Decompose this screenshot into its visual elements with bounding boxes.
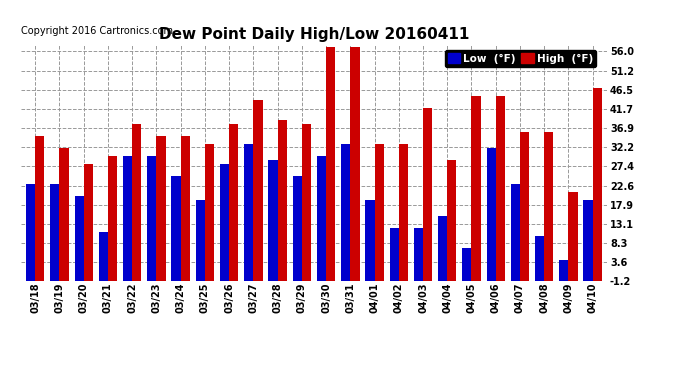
Bar [83, 164, 93, 281]
Bar [511, 184, 520, 281]
Bar [181, 136, 190, 281]
Bar [302, 124, 311, 281]
Bar [593, 88, 602, 281]
Bar [351, 47, 359, 281]
Bar [495, 96, 505, 281]
Bar [59, 148, 69, 281]
Bar [399, 144, 408, 281]
Text: Copyright 2016 Cartronics.com: Copyright 2016 Cartronics.com [21, 26, 172, 36]
Bar [471, 96, 481, 281]
Bar [171, 176, 181, 281]
Bar [375, 144, 384, 281]
Bar [462, 248, 471, 281]
Bar [414, 228, 423, 281]
Bar [147, 156, 157, 281]
Bar [390, 228, 399, 281]
Bar [220, 164, 229, 281]
Bar [423, 108, 432, 281]
Bar [520, 132, 529, 281]
Bar [365, 200, 375, 281]
Bar [229, 124, 238, 281]
Bar [486, 148, 495, 281]
Bar [584, 200, 593, 281]
Bar [123, 156, 132, 281]
Bar [293, 176, 302, 281]
Bar [244, 144, 253, 281]
Bar [341, 144, 351, 281]
Bar [544, 132, 553, 281]
Bar [559, 260, 569, 281]
Bar [75, 196, 83, 281]
Bar [447, 160, 457, 281]
Bar [132, 124, 141, 281]
Bar [326, 47, 335, 281]
Bar [196, 200, 205, 281]
Bar [317, 156, 326, 281]
Bar [99, 232, 108, 281]
Legend: Low  (°F), High  (°F): Low (°F), High (°F) [444, 50, 596, 67]
Bar [50, 184, 59, 281]
Bar [569, 192, 578, 281]
Bar [26, 184, 35, 281]
Bar [535, 236, 544, 281]
Bar [108, 156, 117, 281]
Bar [157, 136, 166, 281]
Bar [277, 120, 287, 281]
Bar [268, 160, 277, 281]
Title: Dew Point Daily High/Low 20160411: Dew Point Daily High/Low 20160411 [159, 27, 469, 42]
Bar [253, 100, 263, 281]
Bar [35, 136, 44, 281]
Bar [205, 144, 214, 281]
Bar [438, 216, 447, 281]
